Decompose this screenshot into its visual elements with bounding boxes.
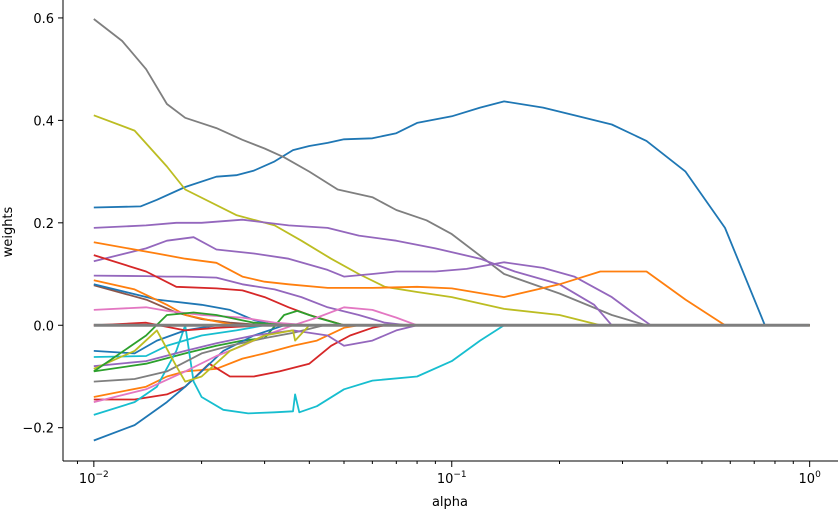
series-line-3 bbox=[93, 114, 810, 327]
x-tick-label: 100 bbox=[799, 470, 822, 487]
y-tick-label: 0.2 bbox=[33, 217, 54, 232]
tick-layer: −0.2 0.0 0.2 0.4 0.6 10−2 10−1 100 bbox=[22, 12, 821, 487]
y-tick-label: −0.2 bbox=[22, 422, 54, 437]
series-layer bbox=[93, 18, 810, 442]
series-line-13 bbox=[93, 324, 810, 398]
series-line-16 bbox=[93, 324, 810, 442]
series-line-20 bbox=[93, 324, 810, 368]
series-line-5 bbox=[93, 236, 810, 327]
y-axis-label: weights bbox=[1, 206, 16, 257]
y-tick-label: 0.4 bbox=[33, 114, 54, 129]
x-axis-label: alpha bbox=[432, 495, 468, 509]
y-tick-label: 0.6 bbox=[33, 12, 54, 27]
series-line-4 bbox=[93, 218, 810, 327]
series-line-19 bbox=[93, 324, 810, 383]
series-line-23 bbox=[93, 324, 810, 383]
series-line-2 bbox=[93, 18, 810, 327]
series-line-6 bbox=[93, 241, 810, 327]
axis-layer bbox=[62, 0, 838, 462]
x-tick-label: 10−2 bbox=[79, 470, 109, 487]
series-line-14 bbox=[93, 324, 810, 401]
series-line-1 bbox=[93, 100, 810, 327]
y-tick-label: 0.0 bbox=[33, 319, 54, 334]
series-line-7 bbox=[93, 274, 810, 327]
x-tick-label: 10−1 bbox=[437, 470, 467, 487]
